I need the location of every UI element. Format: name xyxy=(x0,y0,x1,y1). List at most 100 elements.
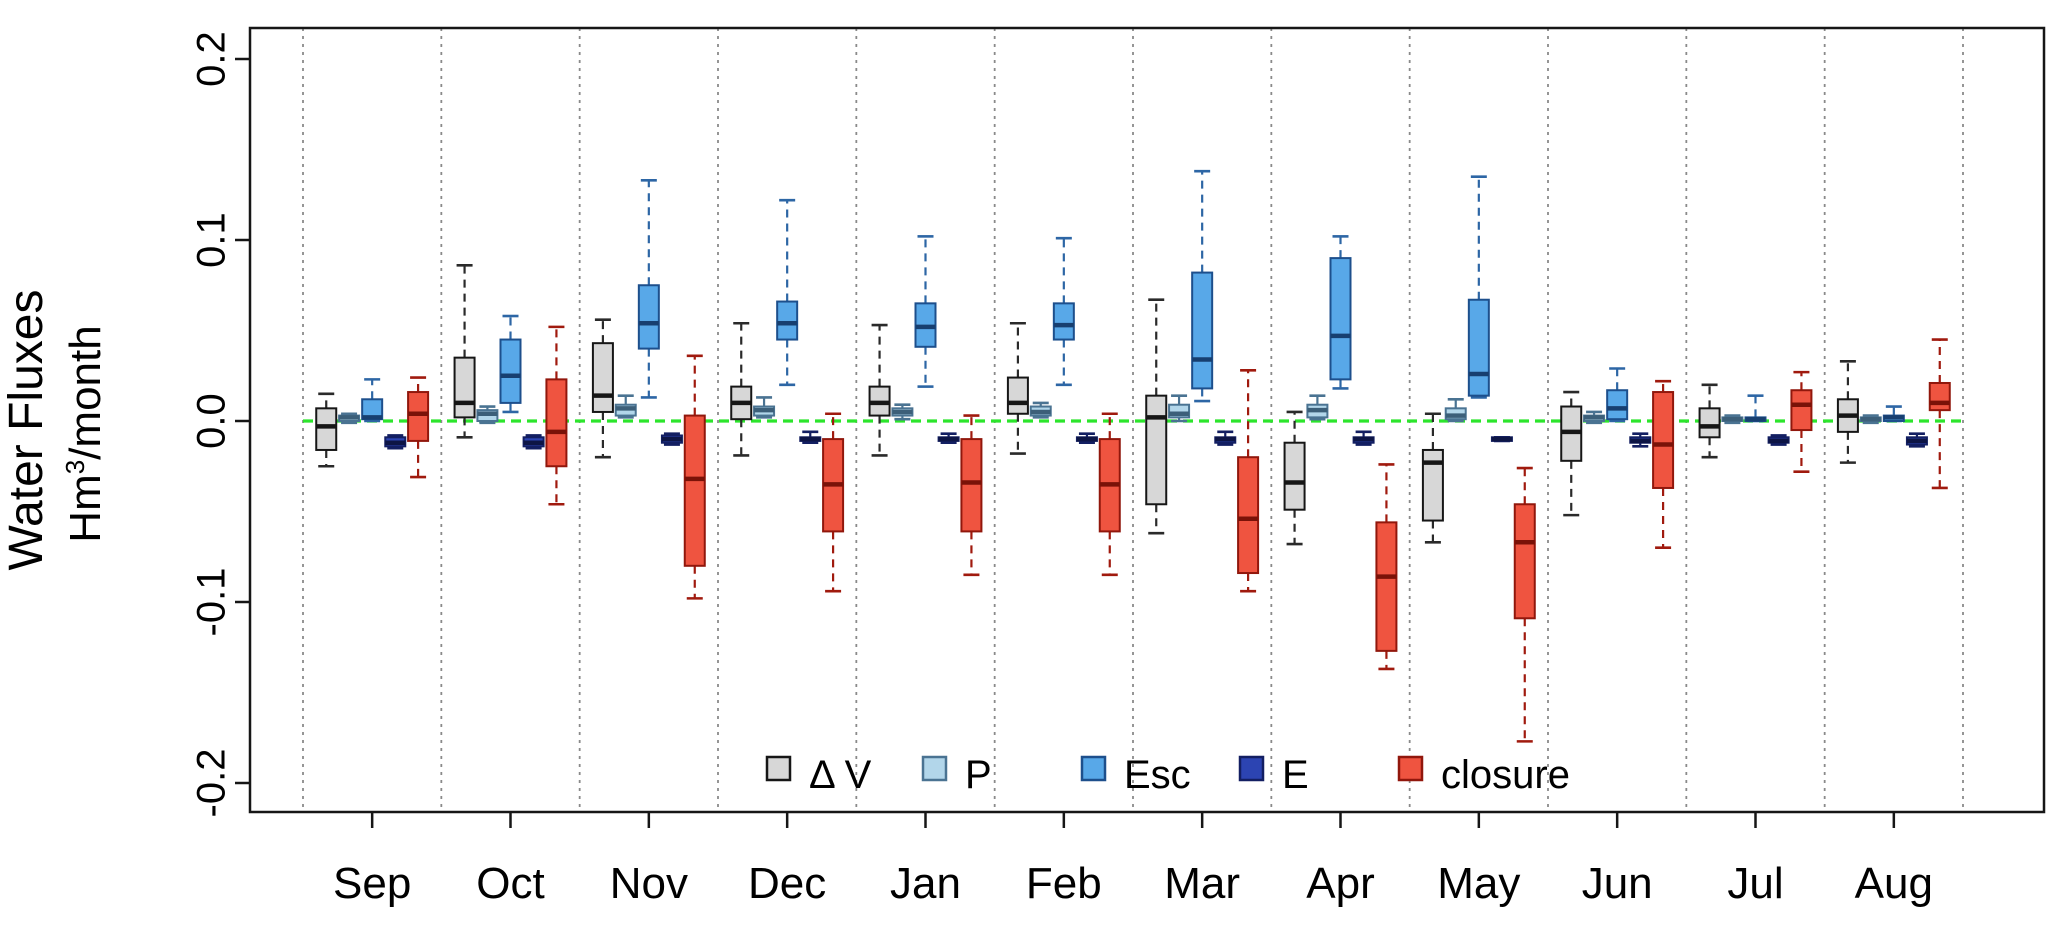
x-tick-label-jul: Jul xyxy=(1727,859,1783,908)
x-tick-label-may: May xyxy=(1437,859,1520,908)
box-dec-e xyxy=(799,430,822,445)
box-jul-dv xyxy=(1698,383,1721,459)
x-tick-label-sep: Sep xyxy=(333,859,411,908)
boxplot-groups xyxy=(315,169,1951,743)
month-group-jan xyxy=(868,235,983,577)
box-feb-esc xyxy=(1052,236,1075,387)
x-tick-label-feb: Feb xyxy=(1026,859,1102,908)
legend-swatch xyxy=(1397,755,1424,782)
box-nov-esc xyxy=(637,178,660,399)
box-nov-e xyxy=(660,432,683,446)
box-mar-esc xyxy=(1191,169,1214,403)
box-feb-dv xyxy=(1006,321,1029,455)
box-sep-e xyxy=(384,434,407,450)
y-tick-label: -0.1 xyxy=(190,568,234,637)
iqr-box xyxy=(1652,391,1675,489)
month-group-jul xyxy=(1698,370,1813,473)
box-dec-esc xyxy=(776,198,799,387)
box-may-esc xyxy=(1467,175,1490,399)
iqr-box xyxy=(1513,503,1536,620)
legend-swatch xyxy=(1238,755,1265,782)
month-group-apr xyxy=(1283,235,1398,671)
box-sep-p xyxy=(338,412,361,425)
box-feb-e xyxy=(1075,432,1098,445)
month-group-dec xyxy=(730,198,845,593)
box-jun-p xyxy=(1583,410,1606,425)
iqr-box xyxy=(591,342,614,413)
box-jan-e xyxy=(937,432,960,445)
iqr-box xyxy=(315,407,338,451)
box-dec-dv xyxy=(730,321,753,457)
x-axis: Sep Oct Nov Dec Jan Feb Mar Apr May Jun Jul Aug xyxy=(333,812,1933,908)
iqr-box xyxy=(1790,389,1813,432)
iqr-box xyxy=(545,378,568,468)
box-may-e xyxy=(1490,435,1513,443)
iqr-box xyxy=(1421,448,1444,522)
x-tick-label-apr: Apr xyxy=(1306,859,1374,908)
box-apr-e xyxy=(1352,430,1375,446)
month-group-mar xyxy=(1145,169,1260,593)
box-aug-esc xyxy=(1882,405,1905,423)
y-axis: 0.2 0.1 0.0 -0.1 -0.2 xyxy=(190,31,250,817)
box-oct-e xyxy=(522,434,545,450)
legend-swatch xyxy=(1080,755,1107,782)
box-sep-dv xyxy=(315,392,338,468)
x-tick-label-aug: Aug xyxy=(1855,859,1933,908)
iqr-box xyxy=(1329,257,1352,381)
box-jul-closure xyxy=(1790,370,1813,473)
box-aug-p xyxy=(1859,414,1882,425)
iqr-box xyxy=(1606,389,1629,421)
box-jun-closure xyxy=(1652,379,1675,550)
x-tick-label-jun: Jun xyxy=(1582,859,1653,908)
box-jun-esc xyxy=(1606,367,1629,423)
iqr-box xyxy=(1052,302,1075,341)
legend-item-closure: closure xyxy=(1397,753,1570,797)
box-oct-closure xyxy=(545,325,568,506)
x-tick-label-oct: Oct xyxy=(476,859,544,908)
month-group-nov xyxy=(591,178,706,600)
legend-label: P xyxy=(965,753,992,797)
legend-swatch xyxy=(921,755,948,782)
iqr-box xyxy=(960,438,983,533)
month-group-sep xyxy=(315,376,430,479)
legend-label: closure xyxy=(1441,753,1570,797)
legend-item-esc: Esc xyxy=(1080,753,1191,797)
legend-label: E xyxy=(1282,753,1309,797)
legend-item-dv: Δ V xyxy=(765,753,872,797)
iqr-box xyxy=(1698,407,1721,439)
box-aug-dv xyxy=(1836,359,1859,464)
y-tick-label: 0.2 xyxy=(190,31,234,87)
iqr-box xyxy=(683,414,706,567)
x-tick-label-nov: Nov xyxy=(610,859,688,908)
box-may-closure xyxy=(1513,466,1536,743)
iqr-box xyxy=(1006,376,1029,415)
y-tick-label: -0.2 xyxy=(190,749,234,818)
box-jun-e xyxy=(1629,432,1652,448)
month-group-jun xyxy=(1560,367,1675,550)
x-tick-label-dec: Dec xyxy=(748,859,826,908)
month-group-aug xyxy=(1836,338,1951,490)
box-mar-p xyxy=(1168,394,1191,423)
box-may-p xyxy=(1444,397,1467,423)
iqr-box xyxy=(1283,441,1306,511)
legend-label: Esc xyxy=(1124,753,1191,797)
iqr-box xyxy=(1375,521,1398,652)
box-mar-closure xyxy=(1237,369,1260,593)
y-tick-label: 0.0 xyxy=(190,393,234,449)
box-aug-closure xyxy=(1928,338,1951,490)
box-apr-p xyxy=(1306,394,1329,421)
box-jul-p xyxy=(1721,414,1744,425)
y-tick-label: 0.1 xyxy=(190,212,234,268)
box-sep-esc xyxy=(361,378,384,423)
month-group-oct xyxy=(453,264,568,506)
month-group-may xyxy=(1421,175,1536,743)
box-jun-dv xyxy=(1560,390,1583,517)
box-feb-p xyxy=(1029,401,1052,419)
box-may-dv xyxy=(1421,412,1444,544)
box-jan-dv xyxy=(868,323,891,457)
box-apr-closure xyxy=(1375,463,1398,671)
iqr-box xyxy=(453,356,476,419)
y-axis-title: Water Fluxes xyxy=(0,290,53,571)
